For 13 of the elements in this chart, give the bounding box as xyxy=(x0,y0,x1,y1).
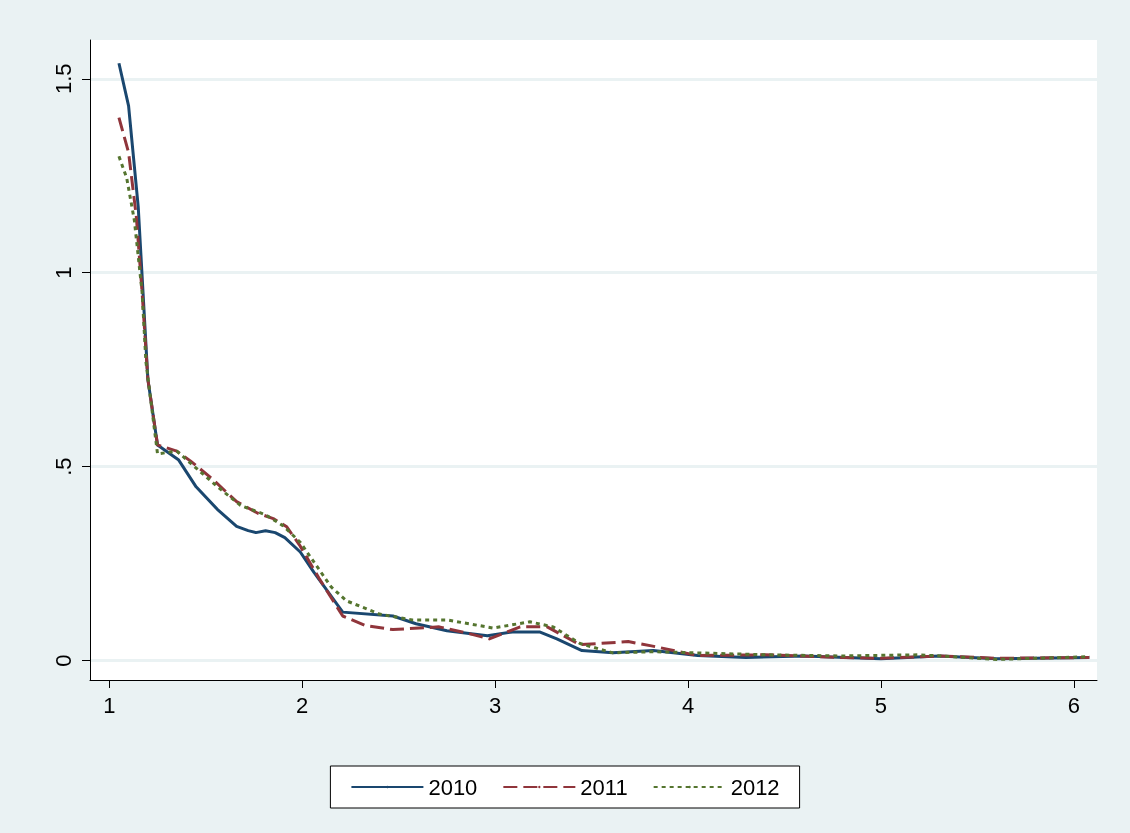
x-tick-label: 1 xyxy=(103,692,116,718)
y-tick-label: 1.5 xyxy=(50,63,76,95)
x-tick-label: 5 xyxy=(874,692,888,718)
legend-label: 2012 xyxy=(730,774,780,800)
y-tick-label: .5 xyxy=(50,457,76,476)
y-tick-label: 1 xyxy=(50,266,76,279)
y-tick-label: 0 xyxy=(50,654,76,667)
x-tick-label: 3 xyxy=(488,692,502,718)
x-tick-label: 2 xyxy=(296,692,309,718)
legend-label: 2011 xyxy=(580,774,628,800)
x-tick-label: 4 xyxy=(681,692,695,718)
legend-label: 2010 xyxy=(428,774,478,800)
x-tick-label: 6 xyxy=(1067,692,1080,718)
